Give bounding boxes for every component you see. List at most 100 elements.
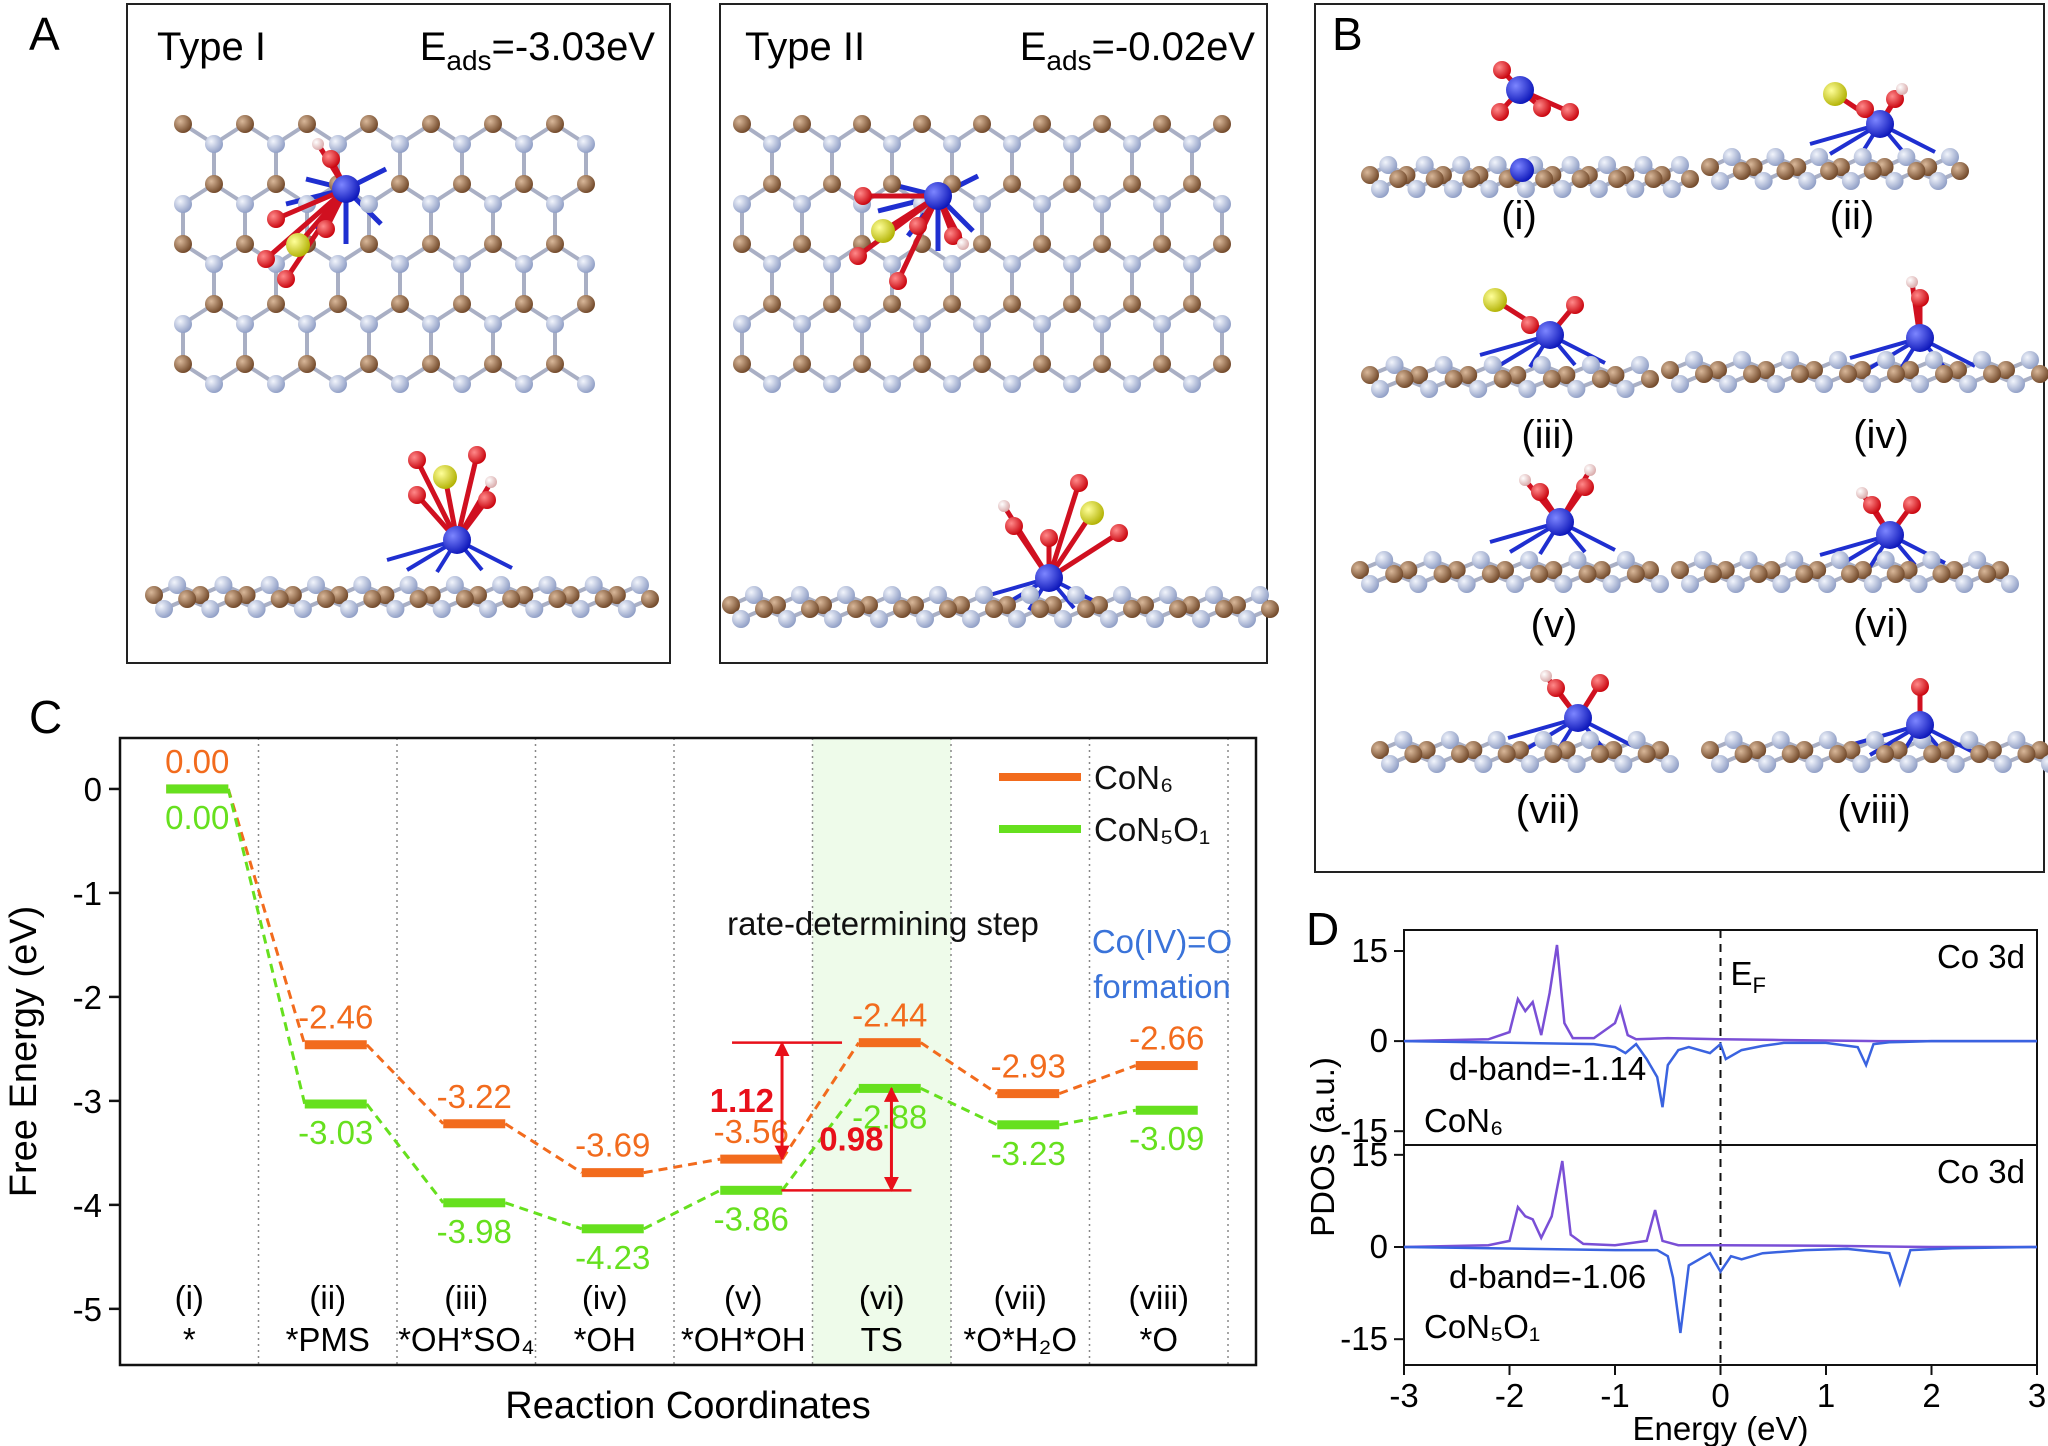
bond [264,187,348,261]
atom [1427,755,1446,773]
atom [1123,375,1141,393]
atom [1973,351,1991,369]
atom [733,315,751,333]
atom [631,576,649,594]
atom [973,235,991,253]
atom [546,115,564,133]
atom [1795,741,1814,759]
category-description: *OH*SO₄ [398,1321,534,1358]
atom [1584,464,1596,476]
value-label: -2.66 [1129,1020,1204,1057]
atom [985,600,1003,618]
annotation: rate-determining step [727,905,1039,942]
atom [1205,586,1223,604]
atom [1701,741,1719,759]
atom [515,175,533,193]
atom [1375,551,1394,569]
pdos-line [1403,1245,2038,1334]
atom [1936,741,1955,759]
atom [801,600,819,618]
atom [1923,745,1942,763]
atom [943,295,961,313]
atom [1113,586,1131,604]
atom [745,586,763,604]
atom [478,491,496,509]
atom [1925,351,1943,369]
atom [174,355,192,373]
atom [793,315,811,333]
energy-level [304,1099,367,1109]
atom [594,590,613,608]
connector [226,788,307,1046]
atom [847,600,865,618]
atom [1842,741,1861,759]
y-tick-label: -5 [73,1291,102,1328]
atom [1671,156,1689,174]
atom [793,195,811,213]
atom [1491,103,1509,121]
atom [1885,172,1904,190]
atom [1481,565,1500,583]
atom [1077,600,1095,618]
atom [1536,321,1564,349]
atom [155,600,173,618]
atom [1385,565,1404,583]
atom [1033,195,1051,213]
atom [1757,361,1775,379]
atom [924,182,952,210]
atom [1213,235,1231,253]
atom [1153,115,1171,133]
atom [298,115,316,133]
atom [1749,565,1768,583]
atom [1213,315,1231,333]
atom [1110,524,1128,542]
energy-level [1135,1061,1198,1071]
atom [1644,170,1663,188]
atom [1381,755,1399,773]
atom [763,175,781,193]
atom [267,135,285,153]
atom [236,355,254,373]
y-tick-label: 0 [84,771,102,808]
atom [1480,180,1499,198]
atom [1415,156,1434,174]
atom [515,255,533,273]
atom [1602,575,1621,593]
atom [763,375,781,393]
energy-level [858,1038,921,1048]
atom [883,586,901,604]
atom [1899,755,1918,773]
subscript: ads [1046,45,1091,76]
atom [360,315,378,333]
atom [1591,745,1609,763]
atom [943,255,961,273]
atom [174,115,192,133]
atom [1033,315,1051,333]
highlight-band [812,738,951,1365]
atom [1146,610,1164,628]
atom [883,295,901,313]
pdos-line [1403,944,2037,1043]
x-tick-label: (ii) [309,1279,346,1316]
panel-box [126,3,671,664]
atom [1960,731,1979,749]
atom [853,355,871,373]
atom [546,315,564,333]
atom [1389,170,1408,188]
category-description: * [183,1321,196,1358]
atom [1425,170,1444,188]
atom [1361,166,1379,184]
panel-title: Type II [745,25,865,69]
energy-level [858,1083,921,1093]
atom [1169,600,1187,618]
atom [484,235,502,253]
atom [854,187,872,205]
bond [283,187,349,281]
category-description: *OH*OH [681,1321,806,1358]
atom [1153,315,1171,333]
atom [1726,575,1745,593]
atom [329,255,347,273]
atom [1542,370,1561,388]
atom [1839,365,1857,383]
atom [1968,551,1987,569]
